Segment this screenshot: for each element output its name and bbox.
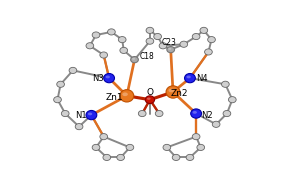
Ellipse shape: [86, 110, 97, 120]
Ellipse shape: [147, 98, 151, 100]
Ellipse shape: [168, 48, 171, 50]
Ellipse shape: [54, 97, 61, 103]
Text: Zn2: Zn2: [170, 89, 188, 98]
Ellipse shape: [222, 81, 229, 87]
Ellipse shape: [172, 154, 180, 160]
Ellipse shape: [122, 92, 128, 96]
Ellipse shape: [192, 33, 200, 40]
Ellipse shape: [120, 90, 134, 102]
Text: N1: N1: [75, 111, 86, 120]
Ellipse shape: [57, 81, 65, 87]
Ellipse shape: [92, 144, 100, 150]
Ellipse shape: [155, 110, 163, 117]
Ellipse shape: [208, 36, 215, 43]
Ellipse shape: [223, 110, 231, 117]
Text: N3: N3: [92, 74, 104, 83]
Ellipse shape: [104, 74, 114, 83]
Ellipse shape: [131, 57, 138, 63]
Ellipse shape: [167, 46, 175, 53]
Ellipse shape: [61, 110, 69, 117]
Text: C23: C23: [162, 38, 177, 47]
Ellipse shape: [86, 43, 94, 49]
Ellipse shape: [192, 134, 200, 140]
Ellipse shape: [75, 124, 83, 130]
Ellipse shape: [92, 32, 100, 38]
Ellipse shape: [100, 52, 107, 58]
Ellipse shape: [228, 97, 236, 103]
Ellipse shape: [146, 27, 154, 33]
Ellipse shape: [107, 29, 115, 35]
Ellipse shape: [88, 112, 92, 115]
Text: N4: N4: [197, 74, 208, 83]
Text: O: O: [146, 88, 153, 97]
Ellipse shape: [186, 76, 191, 78]
Ellipse shape: [100, 134, 107, 140]
Ellipse shape: [159, 43, 167, 49]
Ellipse shape: [69, 67, 77, 74]
Ellipse shape: [193, 111, 197, 114]
Ellipse shape: [212, 121, 220, 127]
Text: Zn1: Zn1: [106, 93, 123, 102]
Ellipse shape: [191, 109, 202, 118]
Text: N2: N2: [201, 111, 213, 120]
Ellipse shape: [200, 27, 208, 33]
Ellipse shape: [138, 110, 146, 117]
Ellipse shape: [180, 41, 188, 47]
Ellipse shape: [132, 58, 135, 60]
Ellipse shape: [166, 86, 180, 98]
Ellipse shape: [184, 74, 195, 83]
Ellipse shape: [197, 144, 204, 150]
Ellipse shape: [120, 47, 127, 53]
Ellipse shape: [169, 89, 174, 92]
Ellipse shape: [105, 76, 110, 78]
Ellipse shape: [204, 49, 212, 55]
Ellipse shape: [146, 38, 154, 44]
Ellipse shape: [154, 33, 162, 40]
Ellipse shape: [103, 154, 111, 160]
Ellipse shape: [126, 144, 134, 150]
Ellipse shape: [117, 154, 125, 160]
Ellipse shape: [163, 144, 171, 150]
Ellipse shape: [145, 96, 155, 104]
Text: C18: C18: [140, 52, 154, 61]
Ellipse shape: [186, 154, 194, 160]
Ellipse shape: [118, 36, 126, 43]
